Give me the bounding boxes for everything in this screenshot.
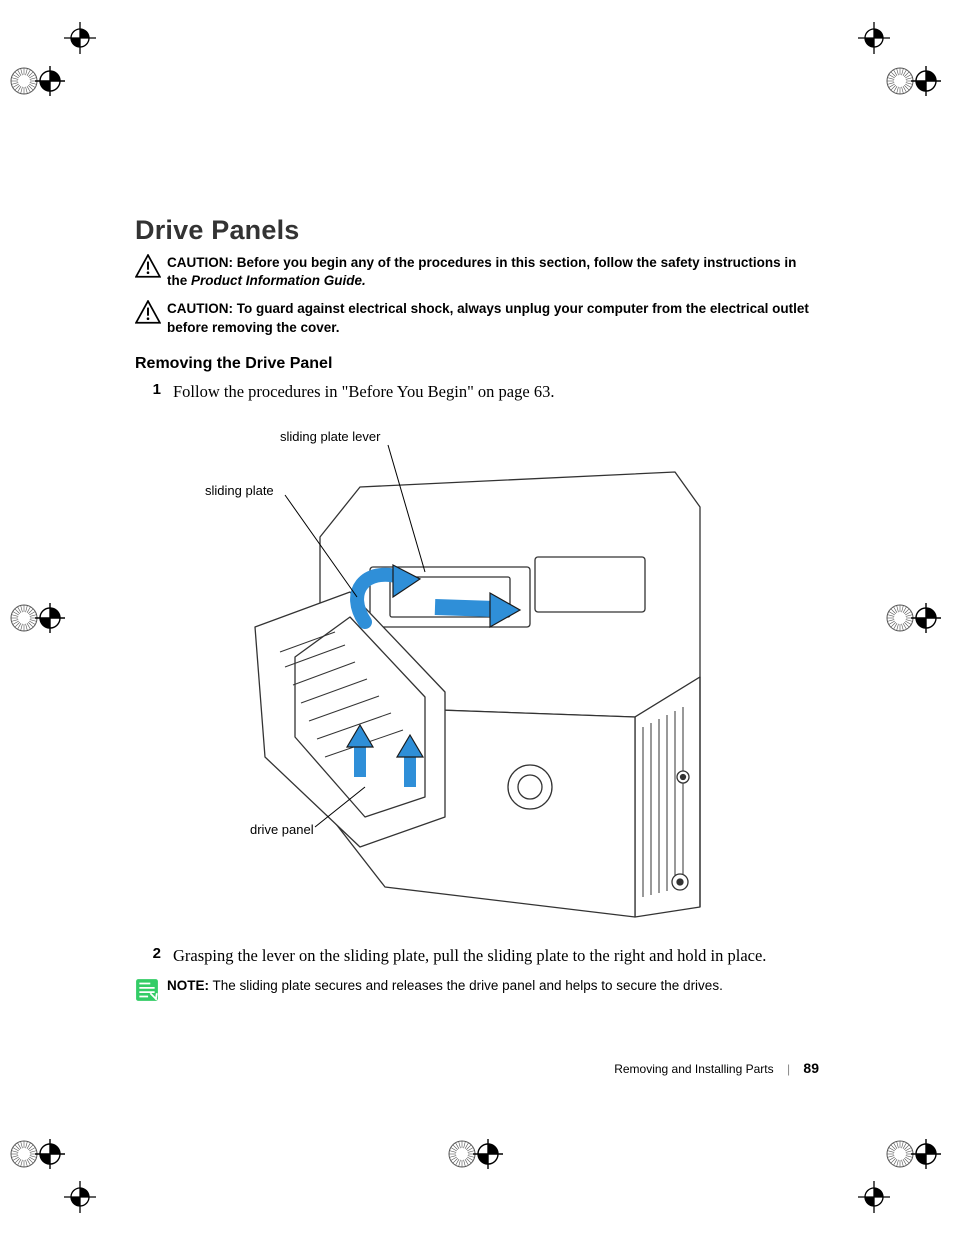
callout-sliding-plate-lever: sliding plate lever: [280, 429, 380, 444]
caution-block: CAUTION: Before you begin any of the pro…: [135, 254, 820, 290]
caution-icon: [135, 300, 161, 329]
caution-label: CAUTION:: [167, 255, 233, 270]
registration-mark: [882, 1121, 948, 1187]
registration-mark: [444, 1121, 510, 1187]
step-number: 2: [135, 945, 173, 967]
registration-mark: [882, 48, 948, 114]
step-item: 1 Follow the procedures in "Before You B…: [135, 381, 820, 403]
crop-crosshair: [62, 20, 98, 56]
callout-sliding-plate: sliding plate: [205, 483, 274, 498]
step-item: 2 Grasping the lever on the sliding plat…: [135, 945, 820, 967]
subsection-heading: Removing the Drive Panel: [135, 355, 820, 373]
note-block: NOTE: The sliding plate secures and rele…: [135, 977, 820, 1007]
caution-body-italic: Product Information Guide.: [191, 273, 366, 288]
note-body: The sliding plate secures and releases t…: [213, 978, 723, 993]
drive-panel-figure: sliding plate lever sliding plate drive …: [135, 417, 820, 927]
caution-text: CAUTION: Before you begin any of the pro…: [167, 254, 820, 290]
caution-label: CAUTION:: [167, 301, 233, 316]
note-icon: [135, 978, 159, 1007]
step-text: Grasping the lever on the sliding plate,…: [173, 945, 820, 967]
section-heading: Drive Panels: [135, 215, 820, 246]
note-text: NOTE: The sliding plate secures and rele…: [167, 977, 723, 996]
caution-body: To guard against electrical shock, alway…: [167, 301, 809, 334]
caution-block: CAUTION: To guard against electrical sho…: [135, 300, 820, 336]
page-content: Drive Panels CAUTION: Before you begin a…: [135, 215, 820, 1007]
crop-crosshair: [62, 1179, 98, 1215]
registration-mark: [882, 585, 948, 651]
registration-mark: [6, 585, 72, 651]
page-footer: Removing and Installing Parts | 89: [134, 1060, 819, 1076]
step-number: 1: [135, 381, 173, 403]
crop-crosshair: [856, 1179, 892, 1215]
registration-mark: [6, 1121, 72, 1187]
caution-text: CAUTION: To guard against electrical sho…: [167, 300, 820, 336]
footer-page-number: 89: [803, 1060, 819, 1076]
callout-drive-panel: drive panel: [250, 822, 314, 837]
step-text: Follow the procedures in "Before You Beg…: [173, 381, 820, 403]
footer-section: Removing and Installing Parts: [614, 1062, 773, 1076]
note-label: NOTE:: [167, 978, 209, 993]
registration-mark: [6, 48, 72, 114]
footer-sep: |: [787, 1062, 790, 1076]
crop-crosshair: [856, 20, 892, 56]
caution-icon: [135, 254, 161, 283]
